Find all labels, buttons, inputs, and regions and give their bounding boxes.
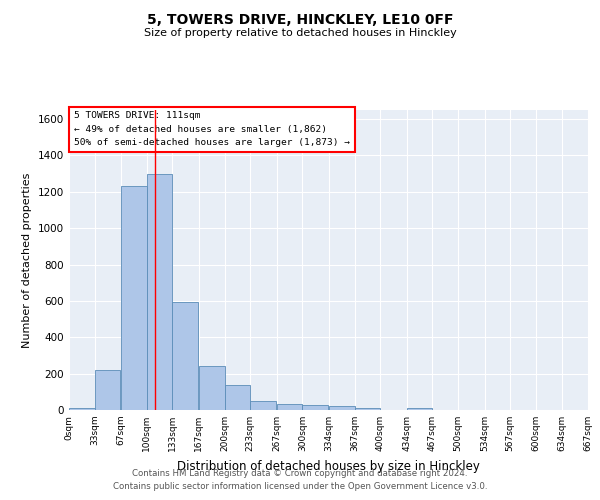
Text: 5 TOWERS DRIVE: 111sqm
← 49% of detached houses are smaller (1,862)
50% of semi-: 5 TOWERS DRIVE: 111sqm ← 49% of detached…	[74, 112, 350, 147]
Text: Contains HM Land Registry data © Crown copyright and database right 2024.: Contains HM Land Registry data © Crown c…	[132, 468, 468, 477]
Text: 5, TOWERS DRIVE, HINCKLEY, LE10 0FF: 5, TOWERS DRIVE, HINCKLEY, LE10 0FF	[147, 12, 453, 26]
Bar	[199, 366, 224, 410]
Bar	[224, 384, 250, 410]
Bar	[250, 400, 276, 410]
Text: Size of property relative to detached houses in Hinckley: Size of property relative to detached ho…	[143, 28, 457, 38]
Bar	[277, 404, 302, 410]
Text: Contains public sector information licensed under the Open Government Licence v3: Contains public sector information licen…	[113, 482, 487, 491]
X-axis label: Distribution of detached houses by size in Hinckley: Distribution of detached houses by size …	[177, 460, 480, 472]
Bar	[172, 302, 198, 410]
Y-axis label: Number of detached properties: Number of detached properties	[22, 172, 32, 348]
Bar	[302, 406, 328, 410]
Bar	[329, 406, 355, 410]
Bar	[147, 174, 172, 410]
Bar	[407, 408, 433, 410]
Bar	[355, 408, 380, 410]
Bar	[69, 408, 95, 410]
Bar	[95, 370, 121, 410]
Bar	[121, 186, 147, 410]
